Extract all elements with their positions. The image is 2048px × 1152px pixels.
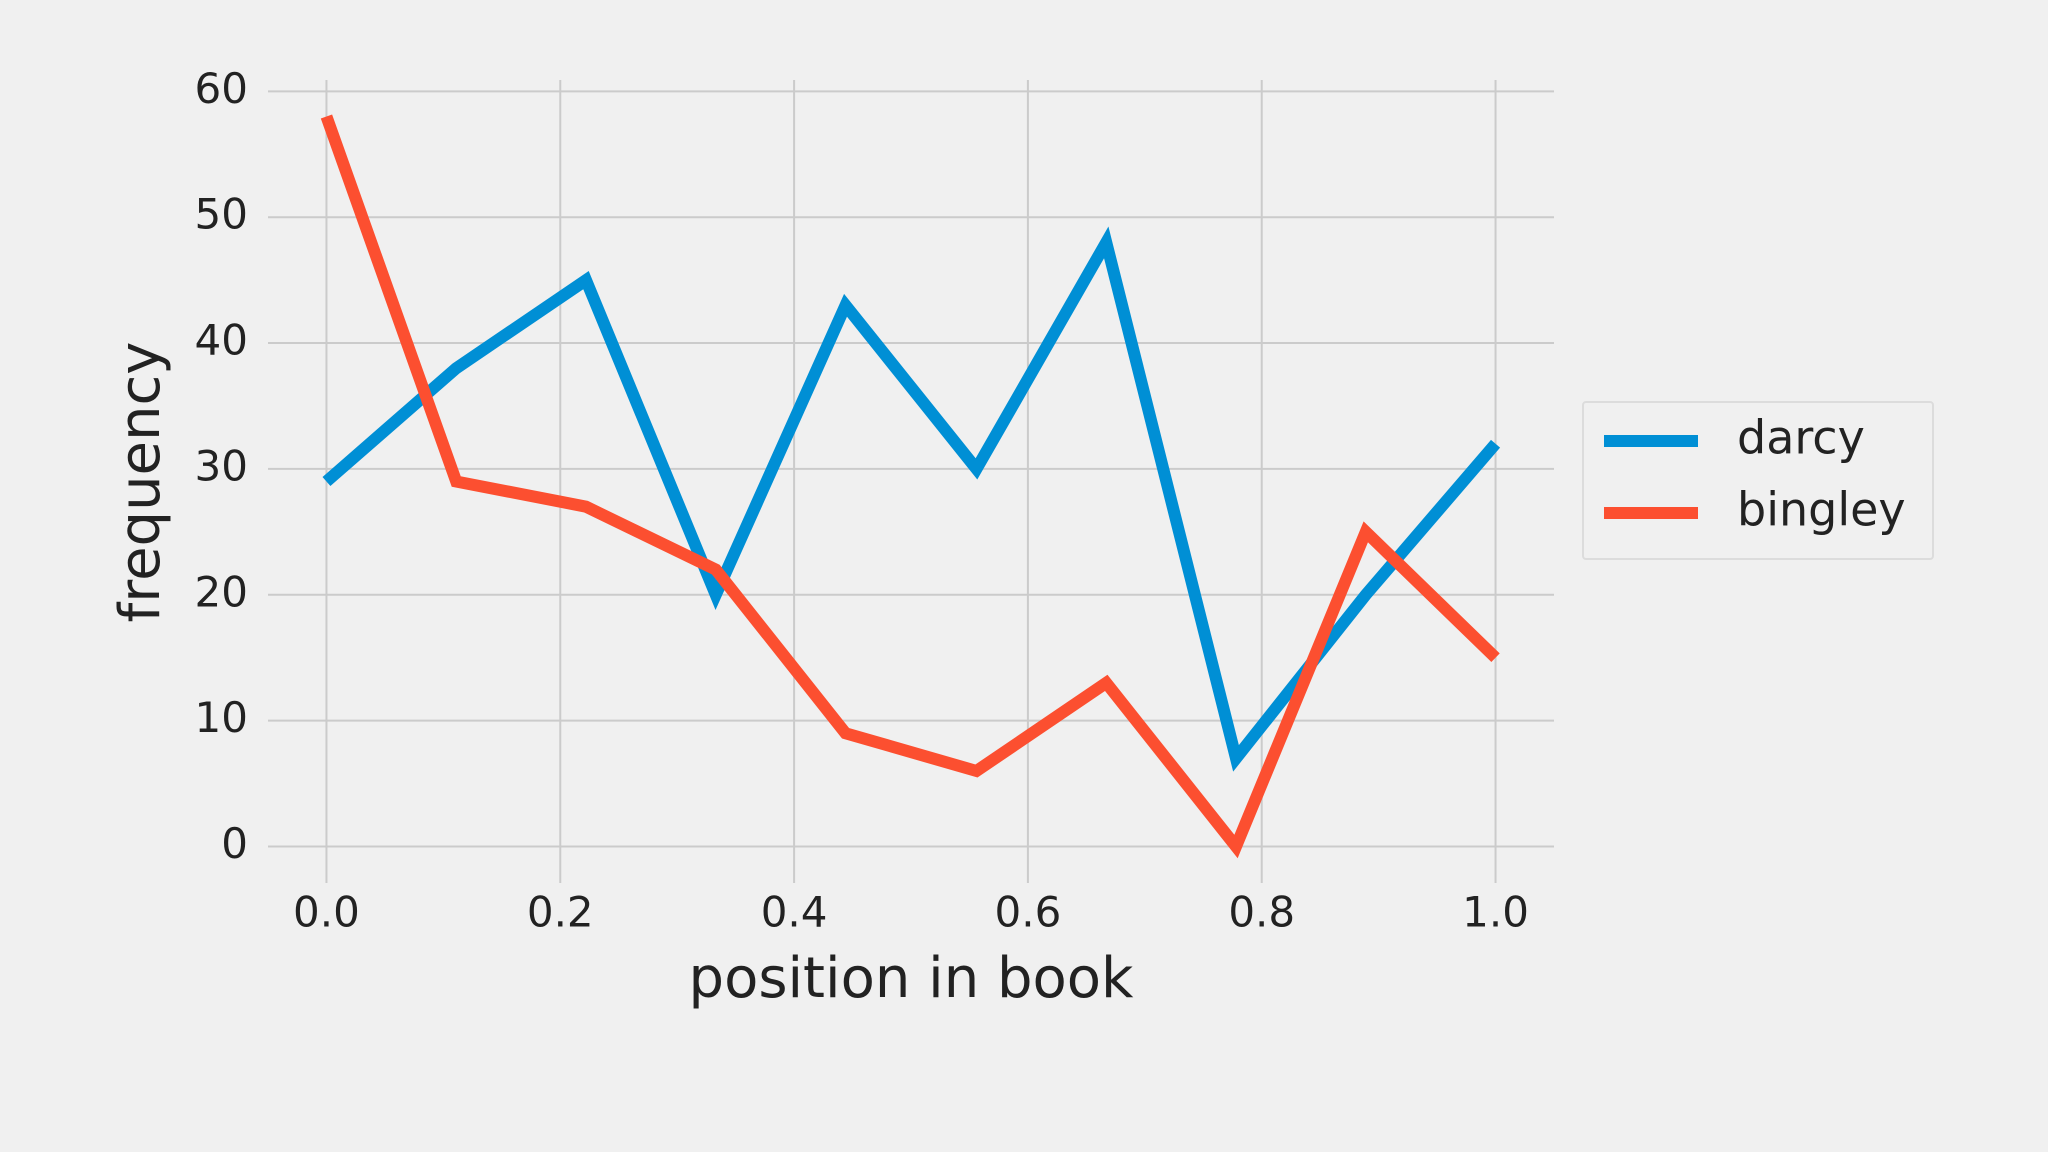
y-tick-label: 40 — [195, 316, 248, 365]
y-tick-label: 30 — [195, 441, 248, 490]
x-tick-label: 0.6 — [995, 888, 1062, 937]
legend-label: bingley — [1737, 483, 1906, 537]
x-tick-label: 1.0 — [1462, 888, 1529, 937]
x-tick-label: 0.0 — [293, 888, 360, 937]
x-tick-label: 0.4 — [761, 888, 828, 937]
y-tick-label: 20 — [195, 567, 248, 616]
y-tick-label: 0 — [221, 819, 248, 868]
x-axis-label: position in book — [689, 946, 1135, 1011]
y-tick-label: 10 — [195, 693, 248, 742]
y-axis-label: frequency — [108, 342, 173, 623]
y-tick-label: 60 — [195, 64, 248, 113]
x-tick-label: 0.8 — [1228, 888, 1295, 937]
y-tick-label: 50 — [195, 190, 248, 239]
data-line — [320, 114, 1500, 859]
x-tick-label: 0.2 — [527, 888, 594, 937]
legend-label: darcy — [1737, 411, 1865, 465]
